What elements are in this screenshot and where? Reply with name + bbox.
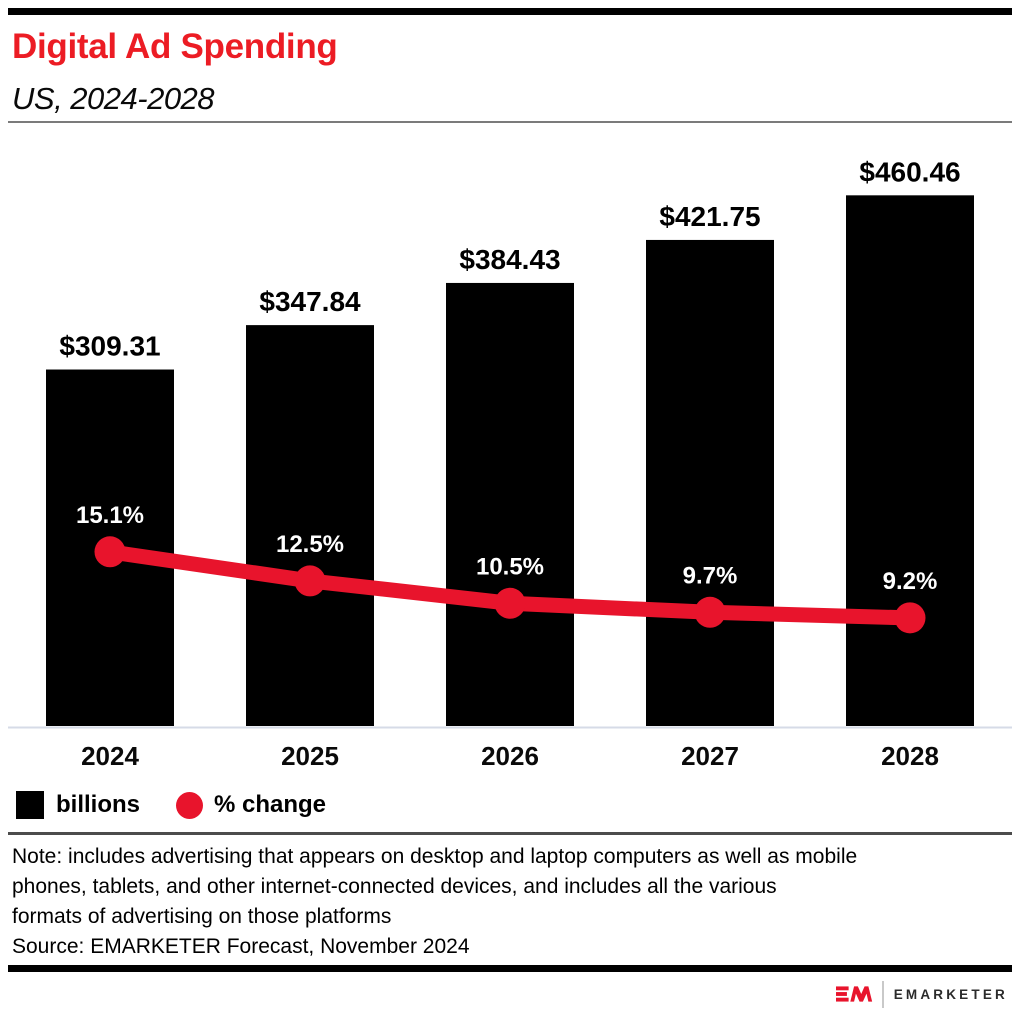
page-title: Digital Ad Spending [12, 27, 338, 66]
line-series-swatch-icon [176, 791, 203, 819]
bar-2026 [446, 282, 574, 726]
percent-change-point-2025 [294, 565, 326, 597]
percent-change-label-2024: 15.1% [76, 502, 144, 529]
bar-value-label-2024: $309.31 [59, 331, 160, 362]
page-subtitle: US, 2024-2028 [12, 81, 215, 116]
bar-2025 [246, 325, 374, 726]
legend-item-billions: billions [16, 791, 140, 819]
footer-brand: EMARKETER [835, 980, 1008, 1008]
legend: billions % change [16, 790, 326, 820]
x-axis-label-2025: 2025 [281, 741, 339, 771]
note-divider [8, 832, 1012, 835]
bar-2028 [846, 195, 974, 727]
percent-change-point-2026 [494, 587, 526, 619]
legend-item-percent-change: % change [176, 791, 326, 819]
bar-value-label-2027: $421.75 [659, 201, 760, 232]
x-axis-label-2024: 2024 [81, 741, 139, 771]
top-accent-bar [8, 8, 1012, 15]
percent-change-point-2024 [94, 536, 126, 568]
percent-change-label-2026: 10.5% [476, 553, 544, 580]
chart: $309.31 2024 $347.84 2025 $384.43 2026 $421.75… [8, 156, 1012, 771]
bar-value-label-2025: $347.84 [259, 286, 361, 317]
note-text: Note: includes advertising that appears … [12, 845, 858, 928]
legend-label-billions: billions [56, 791, 140, 818]
emarketer-logo-icon [835, 986, 872, 1002]
bar-value-label-2026: $384.43 [459, 244, 560, 275]
footer-accent-bar [8, 965, 1012, 972]
footer-divider [881, 980, 884, 1008]
percent-change-label-2027: 9.7% [683, 562, 738, 589]
x-axis-label-2027: 2027 [681, 741, 739, 771]
percent-change-point-2027 [694, 596, 726, 628]
header-divider [8, 121, 1012, 123]
legend-label-percent-change: % change [214, 791, 327, 818]
footer-brand-name: EMARKETER [893, 986, 1008, 1002]
source-text: Source: EMARKETER Forecast, November 202… [12, 935, 470, 958]
percent-change-point-2028 [894, 602, 926, 634]
percent-change-label-2025: 12.5% [276, 531, 344, 558]
bar-2027 [646, 239, 774, 726]
x-axis-label-2028: 2028 [881, 741, 939, 771]
x-axis-label-2026: 2026 [481, 741, 539, 771]
bar-series-swatch-icon [16, 791, 44, 819]
bar-value-label-2028: $460.46 [859, 156, 960, 187]
percent-change-label-2028: 9.2% [883, 568, 938, 595]
